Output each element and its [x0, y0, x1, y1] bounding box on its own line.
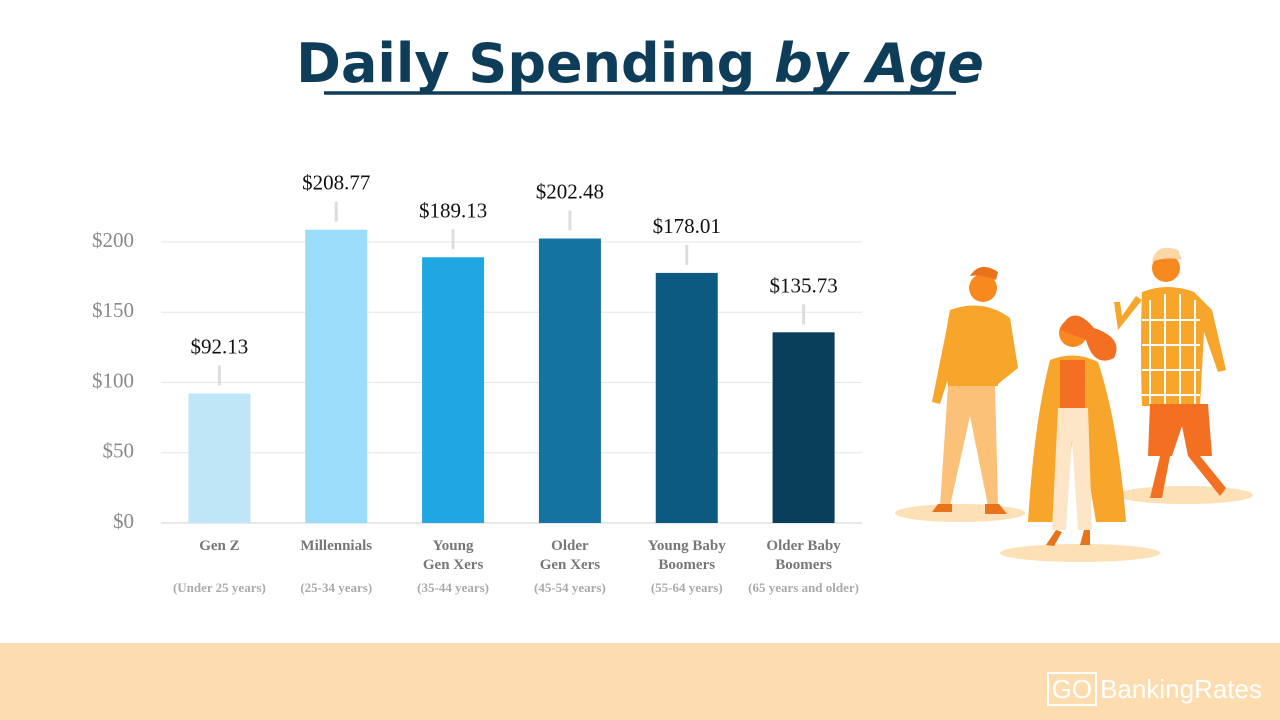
x-tick-label: Older Gen Xers — [539, 538, 601, 573]
bar — [772, 332, 835, 523]
value-label: $208.77 — [302, 171, 370, 195]
value-label: $189.13 — [419, 198, 487, 222]
illustration — [895, 247, 1253, 562]
chart: Daily Spending by Age $0 $50 $100 $150 $200 $… — [92, 32, 1253, 562]
chart-title: Daily Spending by Age — [296, 32, 984, 95]
title-emphasis: by Age — [774, 32, 984, 95]
x-tick-label: Older Baby Boomers — [766, 538, 841, 573]
y-tick-label: $0 — [113, 509, 134, 533]
value-label: $135.73 — [769, 273, 837, 297]
x-tick-label: Young Baby Boomers — [647, 538, 726, 573]
value-label: $92.13 — [191, 335, 249, 359]
bar — [188, 393, 251, 523]
bar — [538, 238, 601, 523]
bar — [305, 229, 368, 523]
x-tick-label: Millennials — [300, 538, 373, 554]
y-tick-label: $150 — [92, 298, 134, 322]
category-note: (25-34 years) — [300, 580, 373, 595]
y-tick-label: $100 — [92, 368, 134, 392]
x-tick-label: Young Gen Xers — [422, 538, 484, 573]
y-tick-label: $50 — [103, 439, 135, 463]
logo: GO BankingRates — [1046, 672, 1262, 706]
category-note: (Under 25 years) — [172, 580, 266, 595]
title-main: Daily Spending — [296, 32, 755, 95]
bar — [655, 272, 718, 523]
logo-mark: GO — [1046, 672, 1098, 706]
category-note: (55-64 years) — [650, 580, 723, 595]
category-note: (65 years and older) — [748, 580, 859, 595]
footer: GO BankingRates — [0, 643, 1280, 720]
bar — [422, 257, 485, 523]
value-label: $178.01 — [653, 214, 721, 238]
logo-name: BankingRates — [1100, 673, 1262, 704]
x-tick-label: Gen Z — [199, 538, 240, 554]
category-note: (45-54 years) — [533, 580, 606, 595]
value-label: $202.48 — [536, 180, 604, 204]
category-note: (35-44 years) — [417, 580, 489, 595]
y-tick-label: $200 — [92, 228, 134, 252]
